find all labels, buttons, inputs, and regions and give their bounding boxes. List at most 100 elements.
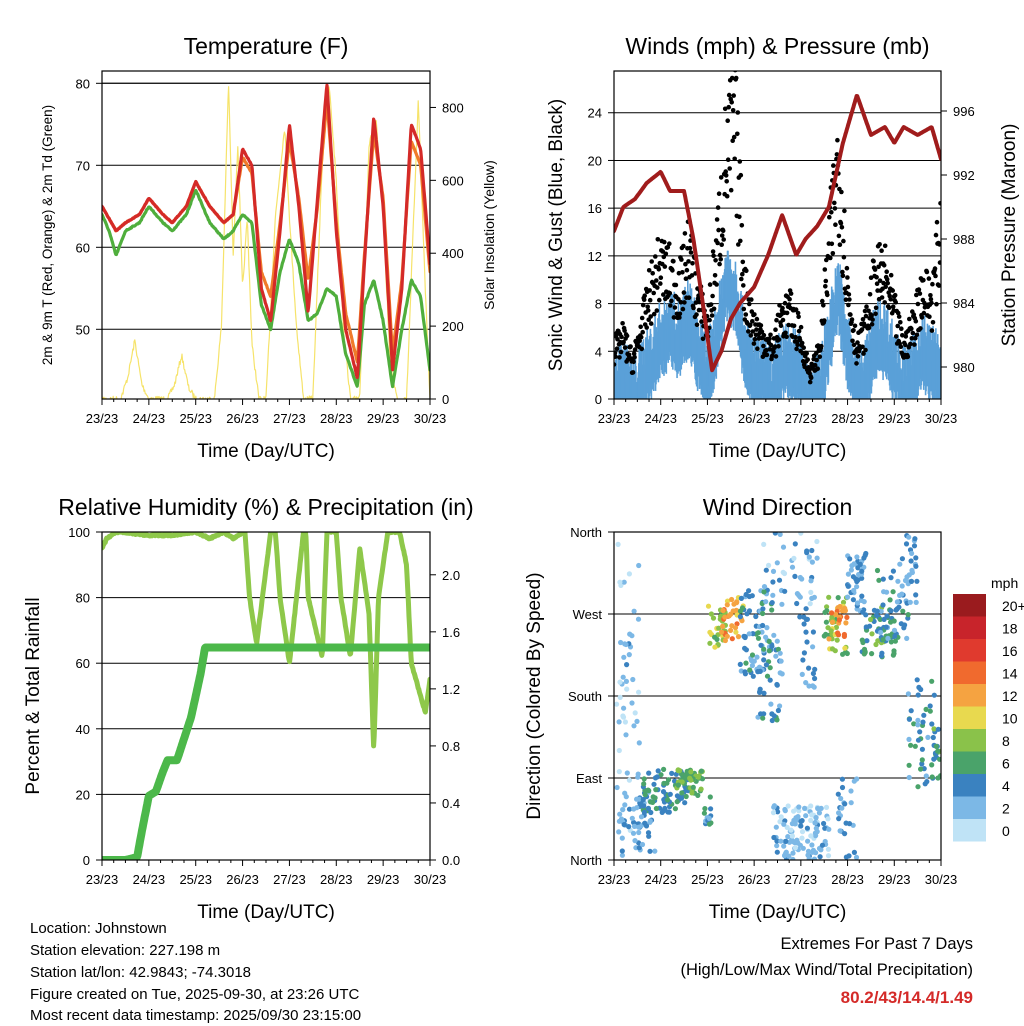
gust-point <box>780 305 785 311</box>
direction-point <box>784 824 790 831</box>
direction-point <box>806 683 812 689</box>
direction-point <box>653 787 659 793</box>
x-tick-label: 23/23 <box>86 411 119 426</box>
direction-point <box>737 661 743 668</box>
gust-point <box>733 71 738 73</box>
direction-point <box>676 768 683 774</box>
direction-point <box>798 818 804 825</box>
y2-tick-label: 0.0 <box>442 853 460 868</box>
direction-point <box>722 637 729 644</box>
direction-point <box>652 775 659 781</box>
direction-point <box>856 571 862 578</box>
direction-point <box>623 732 629 738</box>
direction-point <box>674 799 680 805</box>
direction-point <box>623 641 629 648</box>
direction-point <box>636 740 642 746</box>
direction-point <box>641 803 647 809</box>
direction-point <box>658 772 664 778</box>
direction-point <box>789 833 796 839</box>
gust-point <box>764 347 769 353</box>
y-tick-label: North <box>570 525 602 540</box>
x-tick-label: 30/23 <box>925 872 958 887</box>
direction-point <box>811 594 818 600</box>
gust-point <box>747 301 752 307</box>
direction-point <box>761 657 767 663</box>
direction-point <box>804 639 810 645</box>
direction-point <box>905 691 912 697</box>
gust-point <box>694 322 700 328</box>
direction-point <box>648 809 654 816</box>
y-axis-label-right: Station Pressure (Maroon) <box>999 124 1020 347</box>
x-tick-label: 27/23 <box>785 411 818 426</box>
direction-point <box>908 708 914 714</box>
direction-point <box>722 614 728 620</box>
direction-point <box>912 743 918 749</box>
direction-point <box>825 816 831 822</box>
gust-point <box>619 334 624 340</box>
gust-point <box>861 351 866 356</box>
direction-point <box>888 608 894 614</box>
gust-point <box>754 316 760 322</box>
direction-point <box>708 611 715 617</box>
direction-point <box>800 657 806 663</box>
direction-point <box>761 646 767 652</box>
direction-point <box>729 596 735 603</box>
gust-point <box>843 297 849 303</box>
legend-swatch <box>953 639 986 662</box>
direction-point <box>779 601 785 607</box>
gust-point <box>669 298 674 304</box>
direction-point <box>810 644 816 650</box>
gust-point <box>631 359 636 365</box>
direction-point <box>775 707 782 714</box>
gust-point <box>710 293 715 299</box>
direction-point <box>847 556 853 562</box>
direction-point <box>794 600 800 607</box>
plot-border <box>101 531 431 861</box>
direction-point <box>614 784 620 791</box>
direction-point <box>774 849 780 855</box>
gust-point <box>822 318 827 323</box>
direction-point <box>888 575 894 581</box>
gust-point <box>876 264 881 270</box>
direction-point <box>899 556 906 562</box>
direction-point <box>812 820 818 826</box>
direction-point <box>647 848 653 854</box>
legend-swatch <box>953 661 986 684</box>
y-tick-label: 4 <box>595 344 602 359</box>
temp-9m-line <box>102 99 430 364</box>
direction-point <box>724 598 731 604</box>
gust-point <box>873 311 878 317</box>
gust-point <box>905 354 911 360</box>
direction-point <box>792 573 798 580</box>
direction-point <box>618 639 624 646</box>
direction-point <box>796 804 802 810</box>
gust-point <box>804 351 809 356</box>
direction-point <box>774 717 780 723</box>
direction-point <box>665 797 671 803</box>
extremes-values: 80.2/43/14.4/1.49 <box>840 988 973 1007</box>
direction-point <box>769 607 775 613</box>
direction-point <box>797 594 803 600</box>
y2-tick-label: 992 <box>953 168 975 183</box>
gust-point <box>841 238 846 244</box>
direction-point <box>638 814 645 820</box>
gust-point <box>862 308 868 314</box>
plot-border <box>101 70 431 400</box>
gust-point <box>932 266 938 271</box>
gust-point <box>871 258 876 264</box>
gust-point <box>919 315 925 320</box>
direction-point <box>851 587 857 594</box>
y-axis-label-left: 2m & 9m T (Red, Orange) & 2m Td (Green) <box>40 105 55 365</box>
gust-point <box>667 241 672 246</box>
direction-point <box>626 806 633 812</box>
gust-point <box>776 344 781 349</box>
direction-point <box>750 673 756 679</box>
gust-point <box>881 263 887 268</box>
gust-point <box>895 310 901 316</box>
direction-point <box>748 657 755 664</box>
direction-point <box>767 677 773 683</box>
gust-point <box>759 329 765 335</box>
direction-point <box>665 809 671 815</box>
direction-point <box>924 779 930 785</box>
y-axis-label-left: Percent & Total Rainfall <box>23 597 44 794</box>
